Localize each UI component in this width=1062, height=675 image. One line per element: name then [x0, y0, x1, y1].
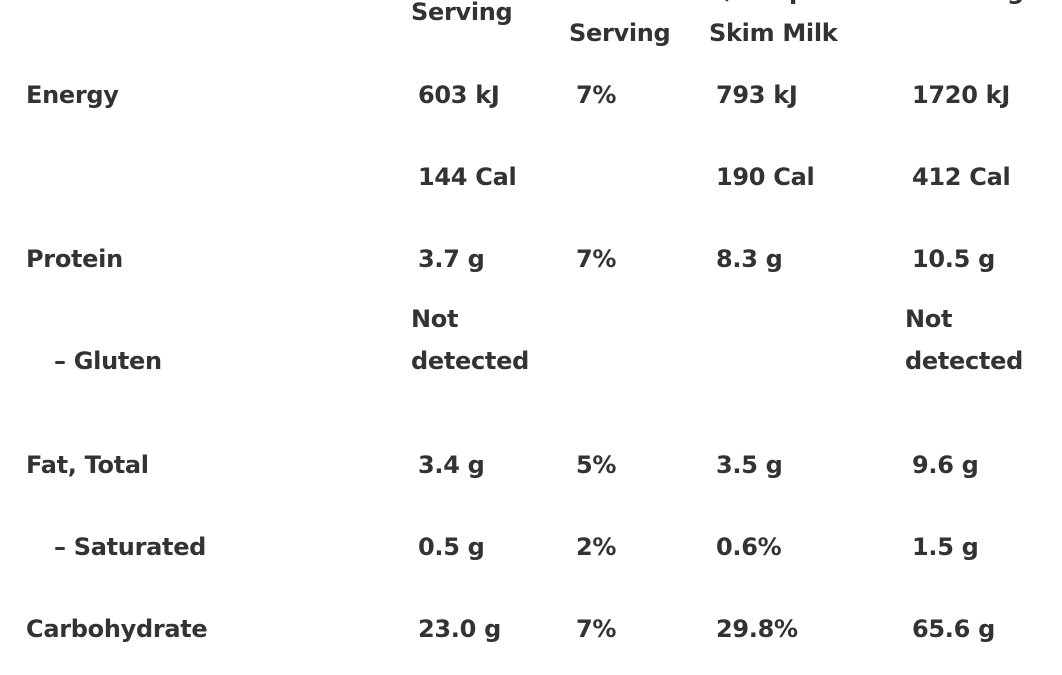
- header-line: Serving: [411, 0, 513, 26]
- cell-value: 9.6 g: [912, 451, 979, 479]
- cell-value: 8.3 g: [716, 245, 783, 273]
- cell-value: 2%: [576, 533, 617, 561]
- cell-value: 3.7 g: [418, 245, 485, 273]
- cell-value: 5%: [576, 451, 617, 479]
- cell-value: 7%: [576, 615, 617, 643]
- row-label: Fat, Total: [26, 451, 149, 479]
- cell-value: 3.4 g: [418, 451, 485, 479]
- cell-value: 793 kJ: [716, 81, 798, 109]
- cell-value: 412 Cal: [912, 163, 1011, 191]
- cell-value: 144 Cal: [418, 163, 517, 191]
- row-label: Carbohydrate: [26, 615, 208, 643]
- cell-value: Not detected: [411, 305, 529, 375]
- cell-value: 1.5 g: [912, 533, 979, 561]
- cell-value: 3.5 g: [716, 451, 783, 479]
- header-line: 1/2 cup: [709, 0, 837, 12]
- cell-value: 7%: [576, 81, 617, 109]
- header-per-100g: Per 100g: [905, 0, 1024, 12]
- cell-value: 0.5 g: [418, 533, 485, 561]
- cell-value: 190 Cal: [716, 163, 815, 191]
- header-per-serving: Serving: [411, 0, 513, 33]
- row-label: – Saturated: [54, 533, 207, 561]
- header-line: Per 100g: [905, 0, 1024, 12]
- row-label: Protein: [26, 245, 123, 273]
- cell-value: 10.5 g: [912, 245, 995, 273]
- header-di-per-serving: Per Serving: [569, 0, 671, 54]
- cell-value: 7%: [576, 245, 617, 273]
- header-line: Per: [569, 0, 670, 12]
- cell-value: 0.6%: [716, 533, 782, 561]
- cell-value: 23.0 g: [418, 615, 501, 643]
- cell-value: 603 kJ: [418, 81, 500, 109]
- header-line: Skim Milk: [709, 19, 838, 47]
- row-label: Energy: [26, 81, 119, 109]
- header-line: Serving: [569, 19, 671, 47]
- cell-value: 1720 kJ: [912, 81, 1010, 109]
- header-with-skim-milk: 1/2 cup Skim Milk: [709, 0, 838, 54]
- cell-value: 29.8%: [716, 615, 798, 643]
- row-label: – Gluten: [54, 347, 162, 375]
- cell-value: Not detected: [905, 305, 1023, 375]
- cell-value: 65.6 g: [912, 615, 995, 643]
